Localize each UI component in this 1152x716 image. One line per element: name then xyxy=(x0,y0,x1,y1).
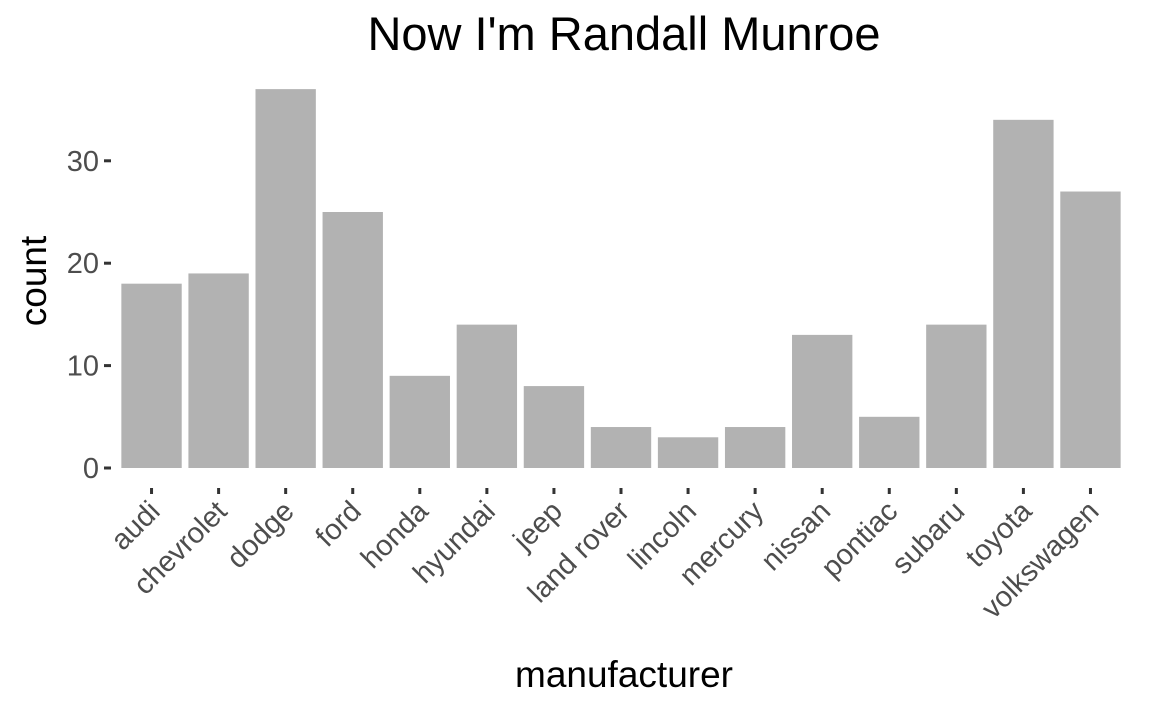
x-tick-label: dodge xyxy=(221,495,301,575)
bar-subaru xyxy=(926,324,987,468)
bar-jeep xyxy=(523,386,585,468)
chart-title: Now I'm Randall Munroe xyxy=(367,7,880,60)
y-tick-label: 0 xyxy=(83,453,99,485)
bar-dodge xyxy=(255,89,316,469)
x-tick-label: pontiac xyxy=(815,495,904,584)
y-tick-label: 30 xyxy=(67,146,99,178)
bar-pontiac xyxy=(859,416,920,468)
y-tick-label: 10 xyxy=(67,351,99,383)
x-tick-label: subaru xyxy=(886,495,971,580)
bar-land-rover xyxy=(590,427,652,468)
bar-ford xyxy=(322,212,383,468)
bars xyxy=(121,89,1121,469)
y-axis: 0 10 20 30 xyxy=(67,146,111,485)
bar-volkswagen xyxy=(1060,191,1121,468)
bar-toyota xyxy=(993,119,1054,468)
x-tick-label: audi xyxy=(105,495,166,556)
x-axis-title: manufacturer xyxy=(515,654,733,695)
y-tick-label: 20 xyxy=(67,248,99,280)
bar-chevrolet xyxy=(188,273,249,468)
bar-hyundai xyxy=(456,324,518,468)
y-axis-title: count xyxy=(13,235,54,326)
x-tick-label: ford xyxy=(310,495,368,553)
bar-mercury xyxy=(724,427,786,468)
bar-lincoln xyxy=(657,437,719,468)
bar-nissan xyxy=(792,334,853,468)
bar-audi xyxy=(121,283,182,468)
bar-honda xyxy=(389,375,450,468)
